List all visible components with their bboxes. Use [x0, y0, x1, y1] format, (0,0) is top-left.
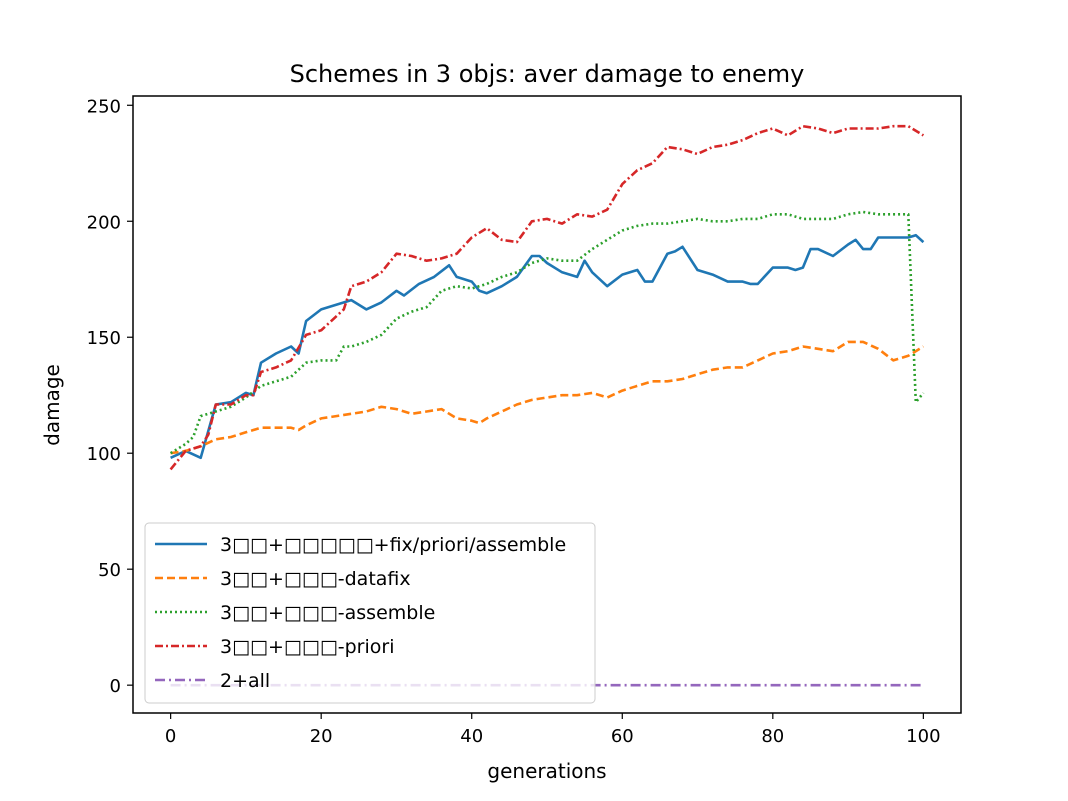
y-tick-label: 100: [87, 444, 121, 465]
y-tick-label: 0: [110, 676, 121, 697]
y-tick-label: 250: [87, 96, 121, 117]
legend-label: 3□□+□□□-datafix: [220, 568, 411, 590]
series-line-1: [170, 233, 925, 460]
x-tick-label: 60: [611, 726, 634, 747]
series-line-3: [169, 210, 925, 455]
plot-frame: [132, 95, 962, 714]
x-tick-label: 20: [310, 726, 333, 747]
y-tick-label: 150: [87, 328, 121, 349]
y-axis-ticks: 0 50 100 150 200 250: [87, 96, 133, 697]
series-line-4: [169, 124, 925, 471]
legend-box: [144, 522, 596, 704]
y-axis-label: damage: [40, 364, 64, 446]
x-tick-label: 40: [460, 726, 483, 747]
x-tick-label: 100: [906, 726, 940, 747]
legend: 3□□+□□□□□+fix/priori/assemble 3□□+□□□-dat…: [144, 522, 596, 704]
legend-label: 2+all: [220, 670, 270, 692]
x-tick-label: 0: [165, 726, 176, 747]
legend-label: 3□□+□□□-priori: [220, 636, 395, 658]
series-line-2: [170, 340, 925, 455]
plot-area: [169, 124, 925, 687]
chart-title: Schemes in 3 objs: aver damage to enemy: [290, 60, 805, 88]
legend-label: 3□□+□□□-assemble: [220, 602, 435, 624]
x-tick-label: 80: [761, 726, 784, 747]
y-tick-label: 200: [87, 212, 121, 233]
x-axis-ticks: 0 20 40 60 80 100: [165, 713, 941, 747]
legend-label: 3□□+□□□□□+fix/priori/assemble: [220, 534, 566, 556]
y-tick-label: 50: [98, 560, 121, 581]
x-axis-label: generations: [487, 759, 606, 783]
